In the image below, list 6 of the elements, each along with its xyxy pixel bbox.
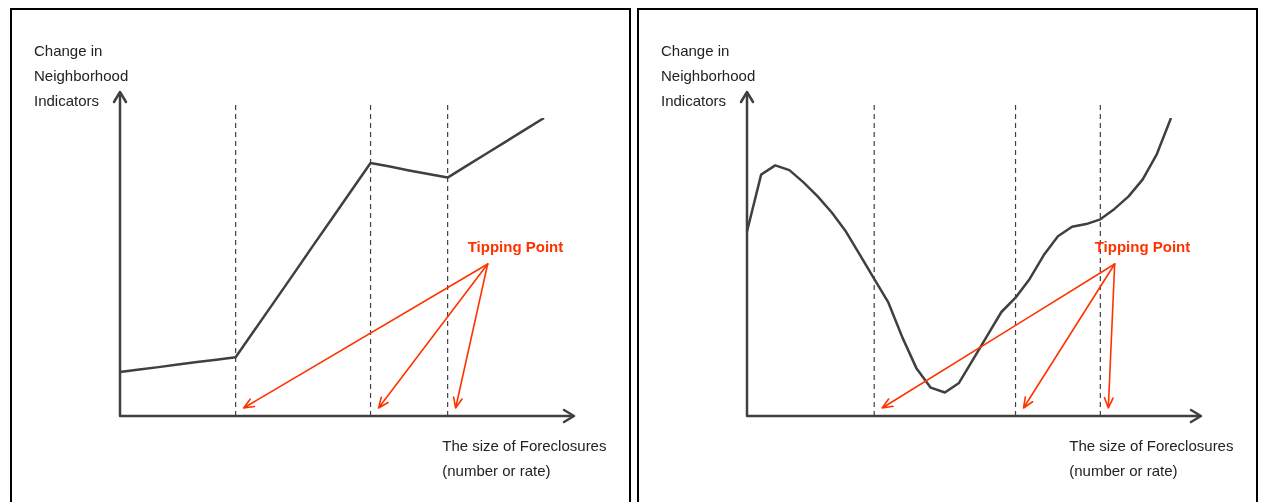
x-axis-title: The size of Foreclosures (number or rate) xyxy=(442,436,608,481)
annotation: Tipping Point xyxy=(467,238,564,255)
y-axis-title: Change in Neighborhood Indicators xyxy=(34,41,130,111)
x-axis-title: The size of Foreclosures (number or rate) xyxy=(1069,436,1235,481)
annotation: Tipping Point xyxy=(1094,238,1191,255)
y-axis-title: Change in Neighborhood Indicators xyxy=(661,41,757,111)
